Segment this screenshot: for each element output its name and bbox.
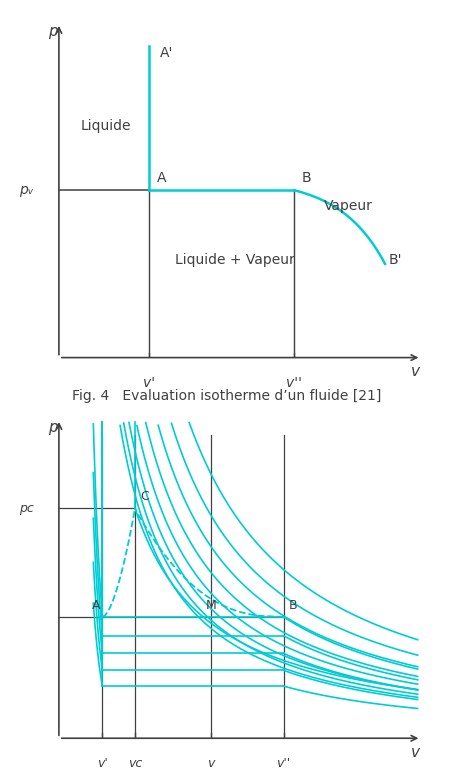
Text: B: B xyxy=(289,599,298,612)
Text: p: p xyxy=(48,420,58,435)
Text: B: B xyxy=(302,171,311,185)
Text: v'': v'' xyxy=(286,376,303,390)
Text: B': B' xyxy=(389,253,402,267)
Text: M: M xyxy=(206,599,217,612)
Text: v: v xyxy=(207,757,215,769)
Text: pᵥ: pᵥ xyxy=(19,183,34,198)
Text: v: v xyxy=(410,745,419,761)
Text: A: A xyxy=(157,171,166,185)
Text: Liquide: Liquide xyxy=(81,119,131,133)
Text: v': v' xyxy=(97,757,108,769)
Text: C: C xyxy=(140,491,149,504)
Text: v': v' xyxy=(144,376,155,390)
Text: v'': v'' xyxy=(276,757,291,769)
Text: vᴄ: vᴄ xyxy=(128,757,142,769)
Text: Liquide + Vapeur: Liquide + Vapeur xyxy=(175,253,294,267)
Text: Vapeur: Vapeur xyxy=(323,199,372,214)
Text: A: A xyxy=(92,599,101,612)
Text: A': A' xyxy=(160,45,174,59)
Text: p: p xyxy=(48,25,58,39)
Text: pᴄ: pᴄ xyxy=(19,502,34,515)
Text: v: v xyxy=(410,364,419,379)
Text: Fig. 4   Evaluation isotherme d’un fluide [21]: Fig. 4 Evaluation isotherme d’un fluide … xyxy=(72,389,381,403)
